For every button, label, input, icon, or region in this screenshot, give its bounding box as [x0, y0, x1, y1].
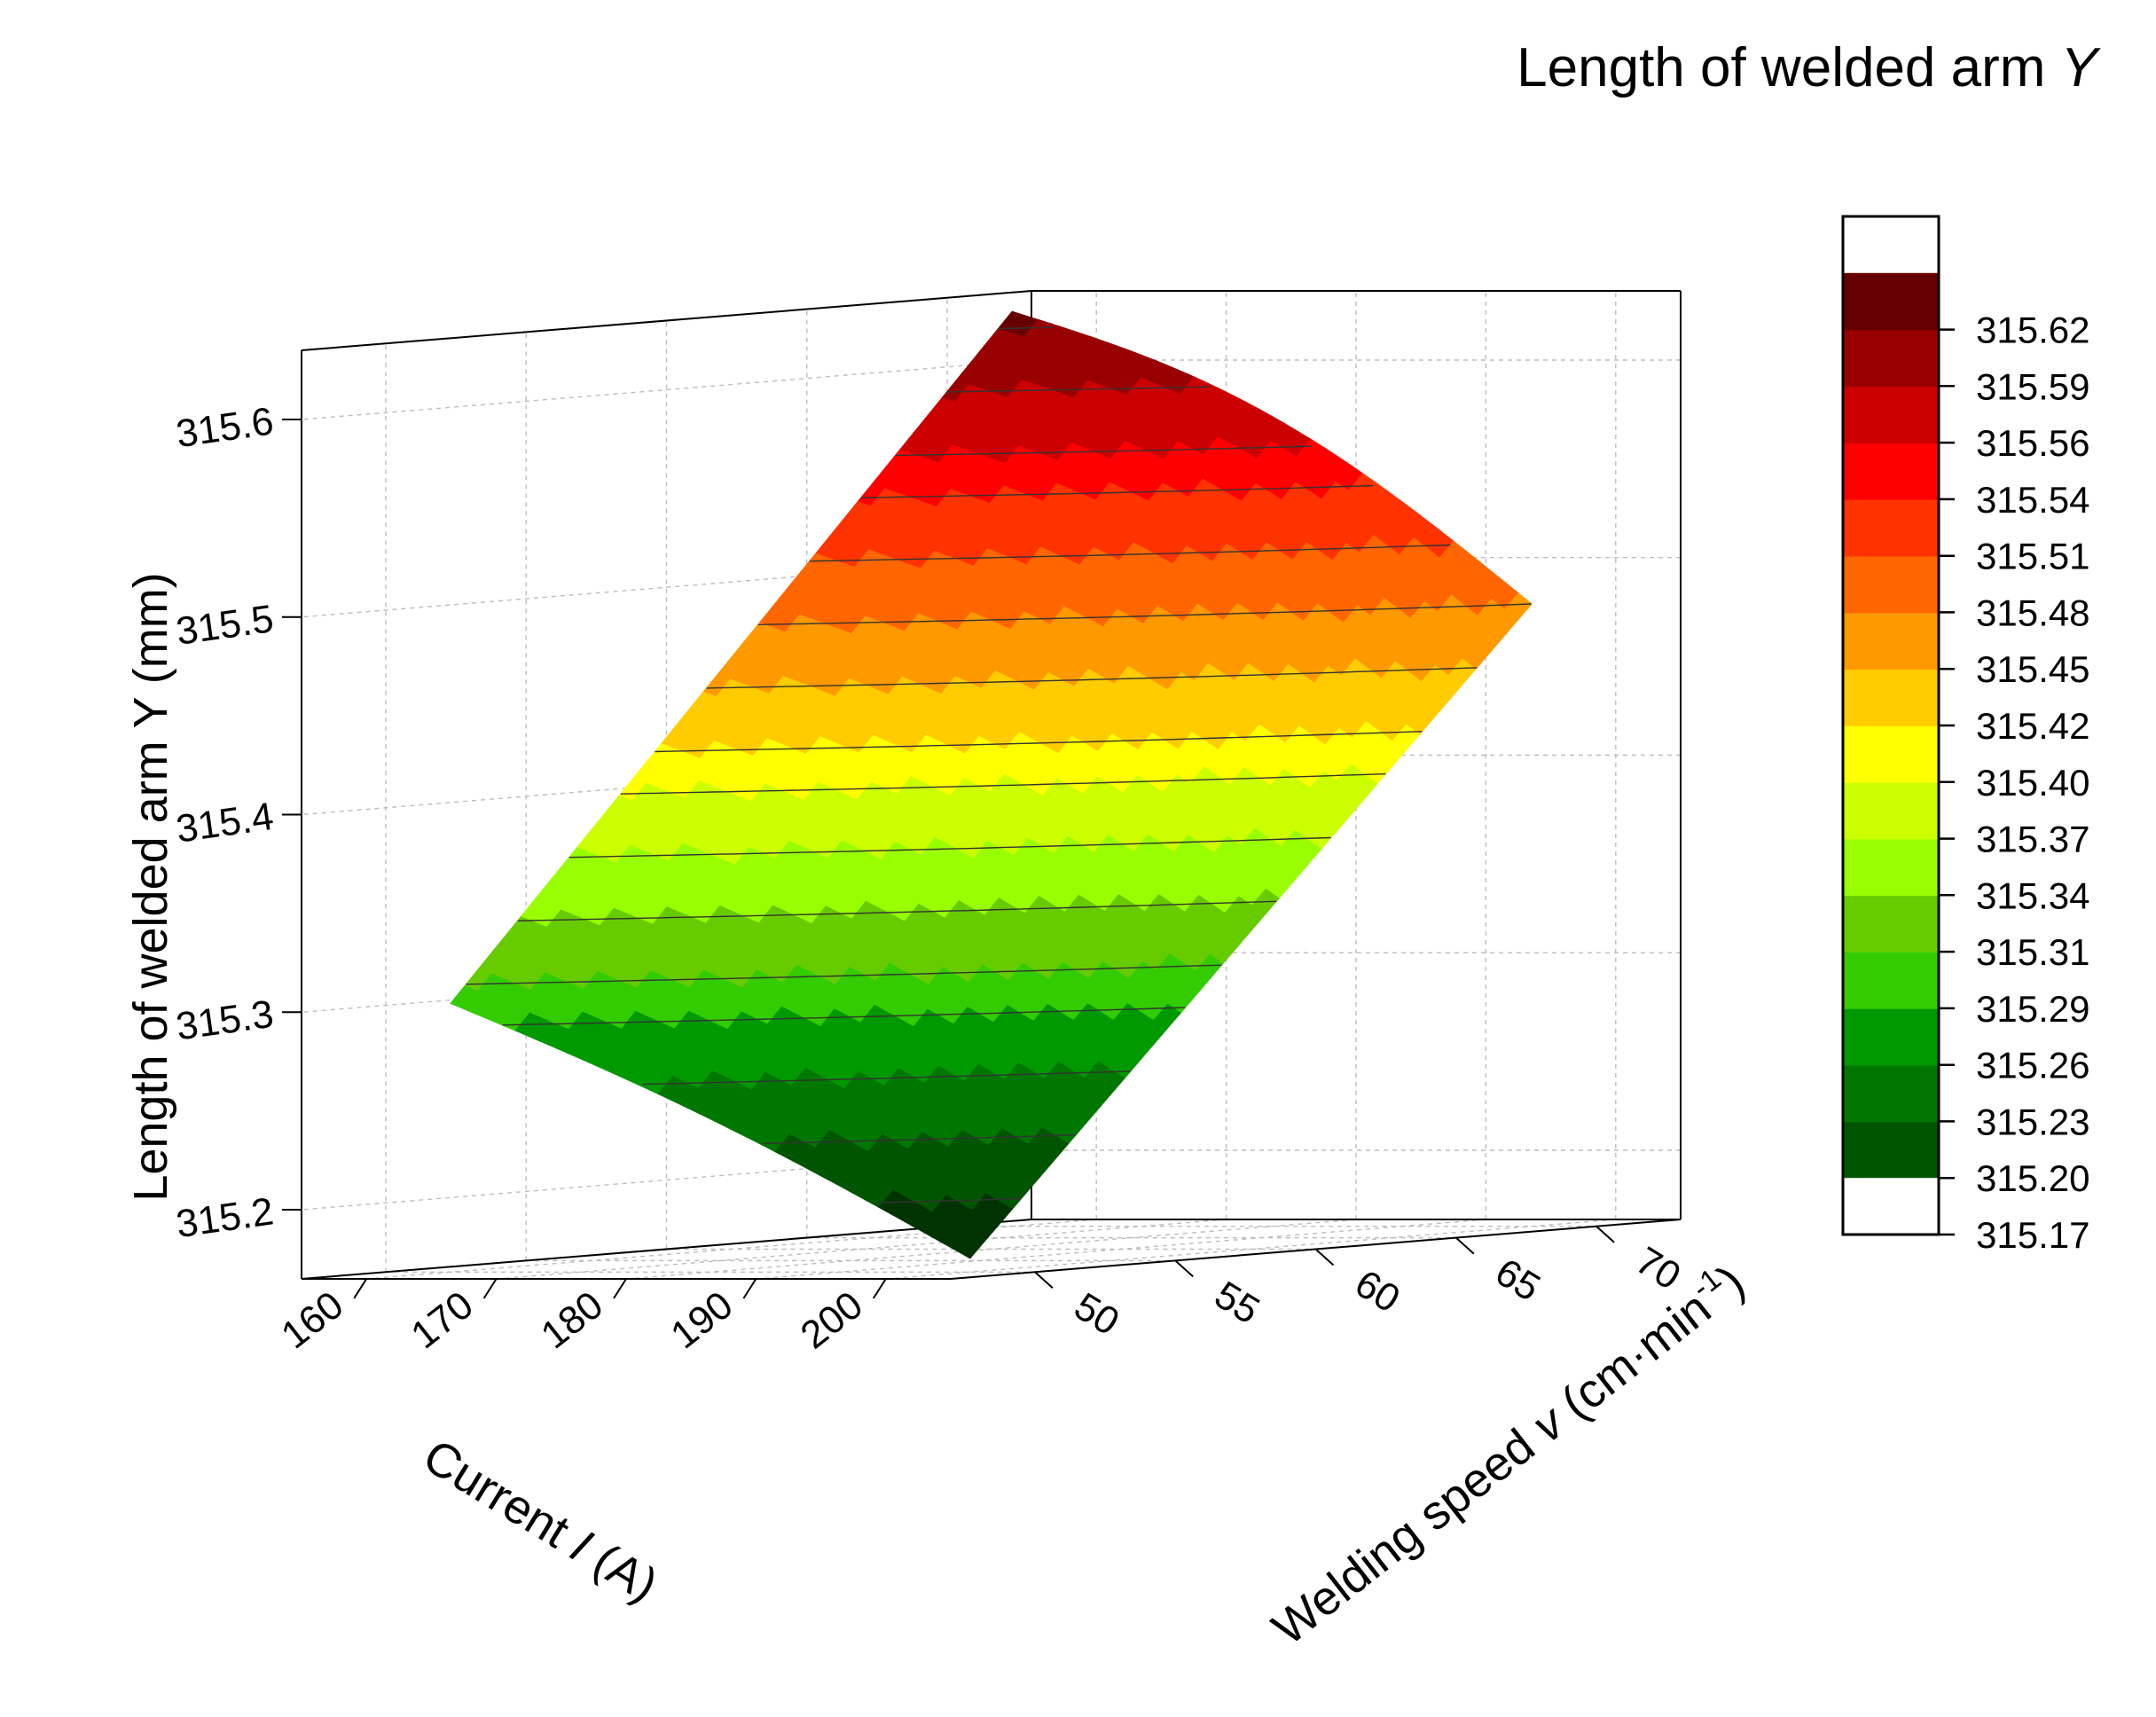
x-tick-label: 180	[533, 1283, 611, 1358]
x-tick-mark	[742, 1278, 757, 1299]
colorbar-label: 315.34	[1976, 874, 2089, 916]
colorbar-label: 315.54	[1976, 479, 2089, 521]
contour-line	[642, 1070, 1131, 1086]
z-tick-label: 315.3	[174, 992, 277, 1049]
colorbar-swatch	[1843, 1007, 1939, 1066]
colorbar-label: 315.51	[1976, 536, 2089, 577]
x-tick-mark	[872, 1278, 887, 1299]
contour-line	[895, 445, 1313, 457]
contour-line	[860, 484, 1374, 498]
z-tick-label: 315.2	[174, 1189, 277, 1246]
x-tick-label: 190	[662, 1283, 741, 1358]
colorbar-swatch	[1843, 498, 1939, 557]
y-tick-mark	[1595, 1225, 1615, 1243]
length-axis-label: Length of welded arm Y (mm)	[124, 572, 177, 1201]
colorbar-label: 315.26	[1976, 1045, 2089, 1086]
box-edge	[301, 290, 1032, 351]
colorbar-swatch	[1843, 1121, 1939, 1179]
colorbar-swatch	[1843, 329, 1939, 388]
x-tick-label: 200	[793, 1283, 871, 1358]
x-tick-label: 170	[404, 1283, 482, 1358]
y-tick-mark	[1034, 1271, 1054, 1290]
contour-line	[655, 731, 1423, 753]
contour-line	[568, 836, 1331, 858]
colorbar-label: 315.62	[1976, 310, 2089, 351]
speed-axis-ticks: 50 55 60 65 70	[1034, 1225, 1688, 1345]
current-axis-label: Current I (A)	[414, 1429, 667, 1611]
x-tick-label: 160	[273, 1283, 351, 1358]
contour-line	[757, 603, 1532, 625]
box-edge	[301, 1219, 1032, 1280]
colorbar-label: 315.31	[1976, 931, 2089, 973]
y-tick-mark	[1314, 1248, 1335, 1266]
contour-line	[706, 667, 1478, 689]
contour-line	[517, 900, 1277, 921]
x-tick-mark	[353, 1278, 368, 1299]
colorbar-swatch	[1843, 952, 1939, 1009]
contour-line	[998, 326, 1054, 330]
surface-cell	[956, 1234, 985, 1259]
colorbar-label: 315.42	[1976, 705, 2089, 747]
y-tick-label: 65	[1488, 1251, 1548, 1310]
colorbar-swatch	[1843, 1064, 1939, 1123]
y-tick-mark	[1455, 1236, 1475, 1255]
contour-line	[502, 1007, 1186, 1026]
colorbar-label: 315.59	[1976, 365, 2089, 407]
colorbar-swatch	[1843, 272, 1939, 331]
x-tick-mark	[482, 1278, 498, 1299]
colorbar: 315.17 315.20 315.23 315.26 315.29 315.31 315.…	[1841, 215, 2089, 1256]
colorbar-swatch	[1843, 669, 1939, 726]
colorbar-swatch	[1843, 838, 1939, 897]
colorbar-swatch	[1843, 386, 1939, 443]
colorbar-above	[1843, 216, 1939, 273]
y-tick-label: 60	[1347, 1261, 1407, 1321]
contour-line	[620, 772, 1386, 795]
colorbar-below	[1843, 1178, 1939, 1235]
z-tick-label: 315.4	[174, 795, 277, 851]
y-tick-label: 50	[1067, 1284, 1126, 1344]
contour-line	[466, 964, 1222, 985]
colorbar-label: 315.40	[1976, 762, 2089, 804]
colorbar-swatch	[1843, 555, 1939, 614]
current-axis-ticks: 160 170 180 190 200	[273, 1278, 887, 1358]
y-tick-mark	[1174, 1259, 1194, 1278]
grid-line	[625, 1219, 1357, 1280]
colorbar-swatch	[1843, 781, 1939, 840]
z-tick-label: 315.6	[174, 399, 277, 456]
colorbar-label: 315.23	[1976, 1101, 2089, 1142]
contour-line	[946, 386, 1211, 393]
colorbar-swatch	[1843, 725, 1939, 783]
colorbar-swatch	[1843, 443, 1939, 500]
z-tick-label: 315.5	[174, 597, 277, 654]
colorbar-label: 315.48	[1976, 592, 2089, 633]
colorbar-swatch	[1843, 895, 1939, 953]
chart-title: Length of welded arm Y	[1517, 37, 2102, 98]
y-tick-label: 55	[1207, 1273, 1266, 1332]
colorbar-label: 315.20	[1976, 1157, 2089, 1199]
grid-line	[496, 1219, 1227, 1280]
speed-axis-label: Welding speed v (cm·min-1)	[1260, 1252, 1754, 1656]
x-tick-mark	[613, 1278, 627, 1299]
colorbar-label: 315.29	[1976, 988, 2089, 1030]
grid-line	[885, 1219, 1616, 1280]
colorbar-label: 315.17	[1976, 1214, 2089, 1256]
contour-line	[763, 1134, 1077, 1145]
colorbar-label: 315.56	[1976, 422, 2089, 464]
colorbar-label: 315.45	[1976, 648, 2089, 690]
length-axis-ticks: 315.2 315.3 315.4 315.5 315.6	[174, 399, 302, 1246]
colorbar-swatch	[1843, 612, 1939, 670]
colorbar-label: 315.37	[1976, 819, 2089, 860]
contour-line	[876, 1197, 1022, 1203]
response-surface	[450, 310, 1533, 1259]
contour-line	[809, 544, 1451, 562]
